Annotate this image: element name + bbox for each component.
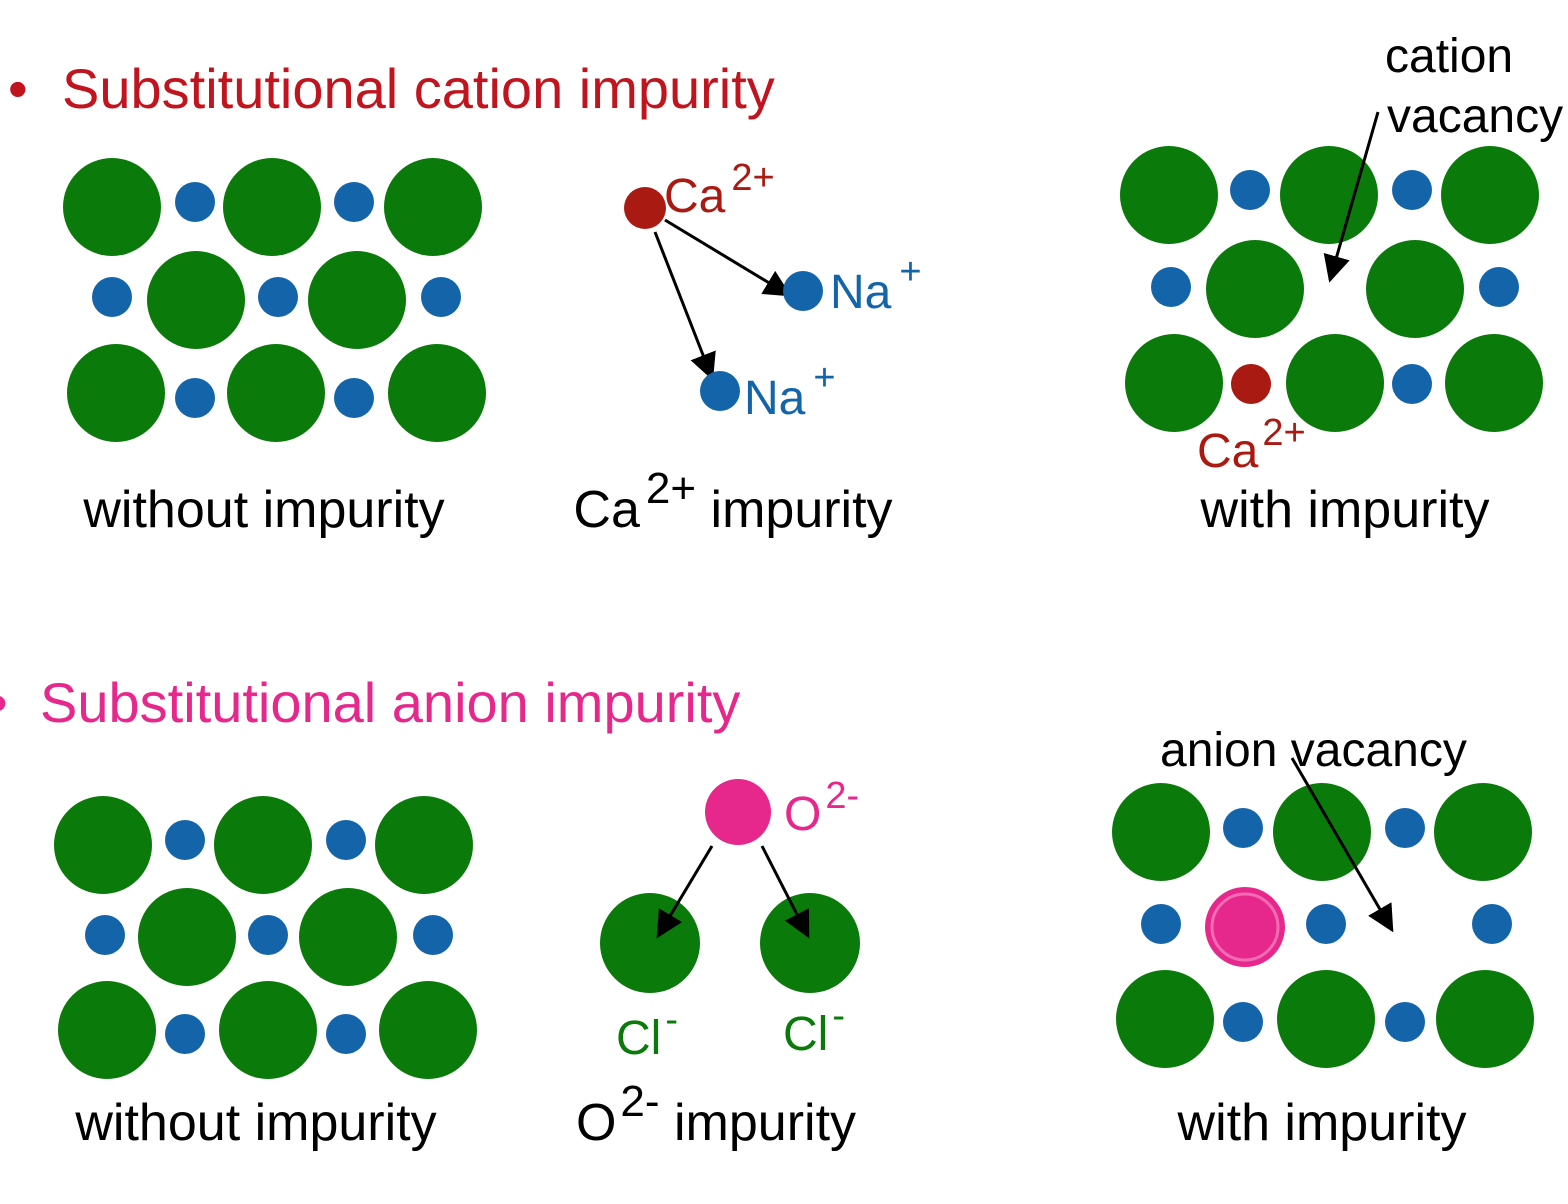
sodium-ion: [1385, 808, 1425, 848]
chloride-ion: [1125, 334, 1223, 432]
chloride-ion: [1116, 970, 1214, 1068]
cation-caption-impurity: Ca 2+ impurity: [573, 464, 892, 539]
cation-lattice-without-impurity: [63, 158, 486, 442]
calcium-ion: [624, 187, 666, 229]
cation-lattice-with-impurity: [1120, 146, 1543, 432]
chloride-ion-right: [760, 893, 860, 993]
sodium-ion: [165, 820, 205, 860]
cation-bullet: •: [8, 57, 28, 120]
anion-caption-impurity: O2- impurity: [576, 1077, 856, 1152]
chloride-ion: [1434, 783, 1532, 881]
calcium-ion-in-lattice-label: Ca 2+: [1197, 412, 1306, 478]
chloride-ion-left: [600, 893, 700, 993]
anion-lattice-without-impurity: [54, 796, 477, 1079]
arrow-to-left-chloride: [656, 845, 714, 939]
oxide-ion-highlight: [1210, 892, 1280, 962]
chloride-ion: [54, 796, 152, 894]
sodium-ion: [326, 1014, 366, 1054]
anion-vacancy-label: anion vacancy: [1160, 724, 1467, 777]
chloride-ion: [1112, 783, 1210, 881]
sodium-ion: [175, 378, 215, 418]
chloride-ion-right-label: Cl -: [783, 995, 845, 1061]
sodium-ion: [1392, 364, 1432, 404]
chloride-ion: [1441, 146, 1539, 244]
oxide-ion: [705, 779, 771, 845]
chloride-ion: [388, 344, 486, 442]
anion-lattice-with-impurity: [1112, 783, 1534, 1068]
sodium-ion: [326, 820, 366, 860]
chloride-ion: [223, 158, 321, 256]
calcium-ion-label: Ca 2+: [664, 157, 775, 223]
sodium-ion: [1385, 1002, 1425, 1042]
cation-vacancy-label-line1: cation: [1385, 30, 1513, 83]
anion-substitution-diagram: O 2- Cl - Cl -: [600, 775, 860, 1065]
sodium-ion: [92, 277, 132, 317]
chloride-ion: [375, 796, 473, 894]
chloride-ion: [1286, 334, 1384, 432]
chloride-ion: [299, 888, 397, 986]
calcium-ion: [1231, 364, 1271, 404]
sodium-ion: [1223, 1002, 1263, 1042]
arrow-to-right-chloride: [760, 845, 810, 939]
anion-bullet: •: [0, 671, 8, 734]
sodium-ion: [1151, 267, 1191, 307]
chloride-ion: [1445, 334, 1543, 432]
anion-vacancy-arrow: [1290, 757, 1394, 933]
sodium-ion: [175, 182, 215, 222]
anion-caption-with-impurity: with impurity: [1177, 1094, 1467, 1152]
sodium-ion-upper: [783, 271, 823, 311]
chloride-ion: [308, 251, 406, 349]
chloride-ion: [1366, 240, 1464, 338]
chloride-ion-left-label: Cl -: [616, 999, 678, 1065]
chloride-ion: [1206, 240, 1304, 338]
chloride-ion: [1277, 970, 1375, 1068]
arrow-to-lower-sodium: [653, 231, 716, 381]
cation-caption-without-impurity: without impurity: [82, 481, 444, 539]
anion-heading: Substitutional anion impurity: [40, 671, 740, 734]
sodium-ion: [85, 915, 125, 955]
sodium-ion: [165, 1014, 205, 1054]
oxide-ion: [1205, 887, 1285, 967]
chloride-ion: [1120, 146, 1218, 244]
chloride-ion: [1280, 146, 1378, 244]
chloride-ion: [227, 344, 325, 442]
sodium-ion-upper-label: Na +: [830, 251, 922, 319]
sodium-ion: [1230, 170, 1270, 210]
chloride-ion: [379, 981, 477, 1079]
oxide-ion-label: O 2-: [784, 775, 859, 841]
chloride-ion: [67, 344, 165, 442]
cation-vacancy-arrow: [1323, 111, 1380, 283]
chloride-ion: [63, 158, 161, 256]
chloride-ion: [1436, 970, 1534, 1068]
chloride-ion: [214, 796, 312, 894]
chloride-ion: [138, 888, 236, 986]
anion-caption-without-impurity: without impurity: [74, 1094, 436, 1152]
sodium-ion: [421, 277, 461, 317]
sodium-ion: [1306, 904, 1346, 944]
sodium-ion-lower-label: Na +: [744, 357, 836, 425]
sodium-ion: [1472, 904, 1512, 944]
sodium-ion-lower: [700, 371, 740, 411]
sodium-ion: [334, 182, 374, 222]
cation-caption-with-impurity: with impurity: [1200, 481, 1490, 539]
sodium-ion: [248, 915, 288, 955]
sodium-ion: [1479, 267, 1519, 307]
sodium-ion: [334, 378, 374, 418]
chloride-ion: [147, 251, 245, 349]
sodium-ion: [1141, 904, 1181, 944]
cation-substitution-diagram: Ca 2+ Na + Na +: [624, 157, 922, 425]
chloride-ion: [384, 158, 482, 256]
sodium-ion: [1223, 808, 1263, 848]
arrow-to-upper-sodium: [664, 218, 792, 297]
chloride-ion: [1273, 783, 1371, 881]
sodium-ion: [258, 277, 298, 317]
sodium-ion: [413, 915, 453, 955]
cation-vacancy-label-line2: vacancy: [1387, 90, 1563, 143]
chloride-ion: [58, 981, 156, 1079]
sodium-ion: [1392, 170, 1432, 210]
chloride-ion: [219, 981, 317, 1079]
cation-heading: Substitutional cation impurity: [62, 57, 775, 120]
